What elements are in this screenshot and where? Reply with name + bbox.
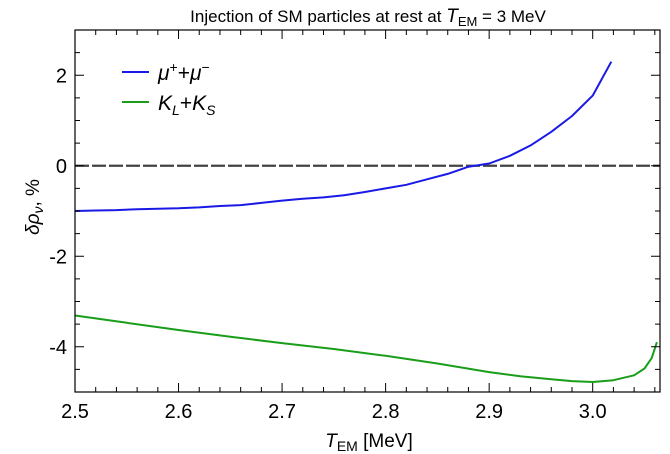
x-tick-label: 2.7 [268,401,296,423]
chart-title-prefix: Injection of SM particles at rest at [190,7,446,26]
y-tick-label: 2 [56,65,67,87]
y-axis-label-unit: , % [23,179,44,207]
x-tick-label: 2.8 [372,401,400,423]
chart-title-var: T [446,6,459,27]
x-axis-label-unit: [MeV] [358,431,413,452]
legend: μ++μ− KL+KS [122,59,216,118]
series-line-kaons [74,314,658,383]
chart-title-sub: EM [458,14,478,29]
y-tick-label: -2 [49,246,67,268]
series-layer [74,61,658,383]
legend-label-kaons: KL+KS [158,92,216,118]
y-tick-label: 0 [56,156,67,178]
x-tick-label: 2.5 [61,401,89,423]
legend-label-muons: μ++μ− [157,59,210,85]
x-tick-label: 2.6 [165,401,193,423]
y-axis-label-var: δρ [23,213,44,235]
y-axis-label-sub: ν [30,207,46,214]
y-axis-label: δρν, % [23,179,46,235]
x-tick-label: 2.9 [475,401,503,423]
x-axis-label-sub: EM [337,438,358,454]
chart-title: Injection of SM particles at rest at TEM… [190,6,546,29]
x-axis-label: TEM [MeV] [325,431,413,454]
series-line-muons [74,61,613,212]
axis-ticks [74,29,660,393]
y-tick-label: -4 [49,337,67,359]
x-axis-label-var: T [325,431,338,452]
axis-tick-labels: 2.5 2.6 2.7 2.8 2.9 3.0 -4 -2 0 2 [49,65,606,423]
chart-title-suffix: = 3 MeV [477,7,546,26]
x-tick-label: 3.0 [579,401,607,423]
